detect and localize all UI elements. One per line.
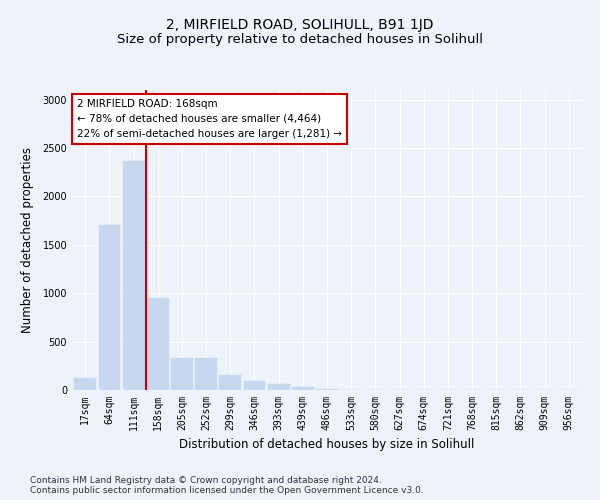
Bar <box>74 378 96 390</box>
Text: Size of property relative to detached houses in Solihull: Size of property relative to detached ho… <box>117 32 483 46</box>
Bar <box>147 298 169 390</box>
Bar <box>316 389 338 390</box>
Bar <box>244 382 265 390</box>
Text: 2 MIRFIELD ROAD: 168sqm
← 78% of detached houses are smaller (4,464)
22% of semi: 2 MIRFIELD ROAD: 168sqm ← 78% of detache… <box>77 99 342 138</box>
Bar <box>123 160 145 390</box>
Bar <box>292 387 314 390</box>
Bar <box>98 226 121 390</box>
Text: Contains HM Land Registry data © Crown copyright and database right 2024.
Contai: Contains HM Land Registry data © Crown c… <box>30 476 424 495</box>
Bar <box>220 376 241 390</box>
Y-axis label: Number of detached properties: Number of detached properties <box>21 147 34 333</box>
Text: 2, MIRFIELD ROAD, SOLIHULL, B91 1JD: 2, MIRFIELD ROAD, SOLIHULL, B91 1JD <box>166 18 434 32</box>
X-axis label: Distribution of detached houses by size in Solihull: Distribution of detached houses by size … <box>179 438 475 452</box>
Bar <box>171 358 193 390</box>
Bar <box>268 384 290 390</box>
Bar <box>195 358 217 390</box>
